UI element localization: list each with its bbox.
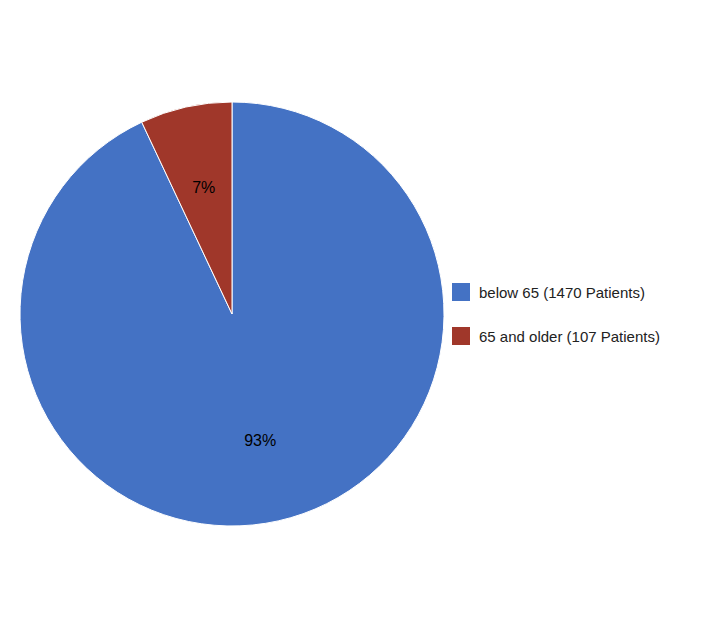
legend-label: 65 and older (107 Patients): [479, 328, 660, 345]
data-label: 93%: [244, 432, 276, 449]
data-labels: 93% 7%: [192, 179, 276, 448]
legend: below 65 (1470 Patients) 65 and older (10…: [452, 283, 660, 345]
chart-svg: 93% 7% below 65 (1470 Patients) 65 and olde…: [0, 0, 719, 628]
legend-swatch: [452, 283, 470, 301]
pie: [20, 102, 444, 526]
data-label: 7%: [192, 179, 215, 196]
pie-slice: [142, 102, 232, 314]
pie-slice: [20, 102, 444, 526]
legend-label: below 65 (1470 Patients): [479, 284, 645, 301]
legend-swatch: [452, 327, 470, 345]
chart-container: 93% 7% below 65 (1470 Patients) 65 and olde…: [0, 0, 719, 628]
